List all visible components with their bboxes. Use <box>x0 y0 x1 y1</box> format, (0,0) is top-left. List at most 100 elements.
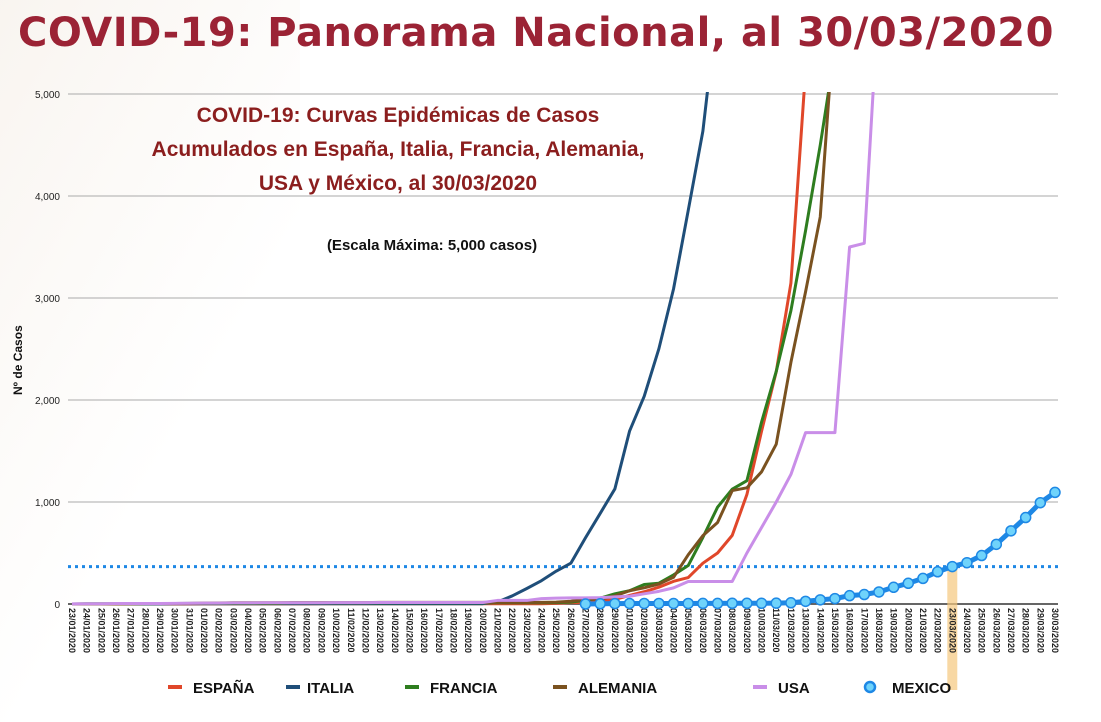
data-point-mexico <box>755 597 768 610</box>
x-tick-label: 24/03/2020 <box>962 608 972 653</box>
x-tick-label: 27/01/2020 <box>126 608 136 653</box>
data-point-mexico <box>843 589 856 602</box>
series-lines <box>71 92 1061 610</box>
x-tick-label: 23/02/2020 <box>522 608 532 653</box>
x-tick-label: 16/02/2020 <box>419 608 429 653</box>
data-point-mexico <box>931 566 944 578</box>
legend-label-usa: USA <box>778 680 810 697</box>
x-tick-label: 25/02/2020 <box>551 608 561 653</box>
x-tick-label: 15/02/2020 <box>404 608 414 653</box>
x-tick-label: 21/02/2020 <box>492 608 502 653</box>
series-line-francia <box>71 92 831 606</box>
x-tick-label: 02/03/2020 <box>639 608 649 653</box>
data-point-mexico <box>858 588 871 601</box>
x-tick-label: 03/03/2020 <box>654 608 664 653</box>
x-tick-label: 14/02/2020 <box>390 608 400 653</box>
x-tick-label: 31/01/2020 <box>184 608 194 653</box>
data-point-mexico <box>623 597 636 610</box>
x-tick-label: 17/02/2020 <box>434 608 444 653</box>
x-tick-label: 12/02/2020 <box>360 608 370 653</box>
data-point-mexico <box>1019 511 1032 524</box>
y-tick-label: 2,000 <box>35 396 60 407</box>
x-tick-label: 11/02/2020 <box>346 608 356 653</box>
x-tick-label: 19/03/2020 <box>889 608 899 653</box>
chart-title-line-1: COVID-19: Curvas Epidémicas de Casos <box>197 104 600 127</box>
data-point-mexico <box>682 597 694 610</box>
y-tick-label: 5,000 <box>35 90 60 101</box>
x-tick-label: 30/01/2020 <box>170 608 180 653</box>
x-tick-label: 04/02/2020 <box>243 608 253 653</box>
chart-title-line-2: Acumulados en España, Italia, Francia, A… <box>152 138 645 161</box>
data-point-mexico <box>902 577 915 590</box>
series-line-usa <box>71 92 875 606</box>
data-point-mexico <box>917 572 929 585</box>
x-tick-label: 26/01/2020 <box>111 608 121 653</box>
x-tick-label: 27/02/2020 <box>581 608 591 653</box>
x-tick-label: 17/03/2020 <box>859 608 869 653</box>
data-point-mexico <box>785 597 797 609</box>
x-tick-label: 15/03/2020 <box>830 608 840 653</box>
chart-subtitle: (Escala Máxima: 5,000 casos) <box>327 237 537 254</box>
x-tick-label: 03/02/2020 <box>228 608 238 653</box>
legend-label-francia: FRANCIA <box>430 680 498 697</box>
x-tick-label: 16/03/2020 <box>845 608 855 653</box>
x-tick-label: 21/03/2020 <box>918 608 928 653</box>
data-point-mexico <box>814 594 827 606</box>
x-tick-label: 04/03/2020 <box>669 608 679 653</box>
x-tick-label: 05/02/2020 <box>258 608 268 653</box>
x-tick-label: 20/02/2020 <box>478 608 488 653</box>
y-tick-label: 4,000 <box>35 192 60 203</box>
x-tick-label: 13/03/2020 <box>801 608 811 653</box>
x-tick-label: 09/03/2020 <box>742 608 752 653</box>
data-point-mexico <box>770 597 782 609</box>
data-point-mexico <box>1049 486 1061 499</box>
x-tick-label: 29/03/2020 <box>1035 608 1045 653</box>
data-point-mexico <box>653 597 665 610</box>
page-title: COVID-19: Panorama Nacional, al 30/03/20… <box>18 10 1054 56</box>
x-tick-label: 26/02/2020 <box>566 608 576 653</box>
x-tick-label: 07/02/2020 <box>287 608 297 653</box>
x-tick-label: 28/03/2020 <box>1021 608 1031 653</box>
series-line-alemania <box>72 92 831 606</box>
x-tick-label: 25/01/2020 <box>96 608 106 653</box>
x-tick-label: 10/03/2020 <box>757 608 767 653</box>
x-tick-label: 05/03/2020 <box>683 608 693 653</box>
x-tick-label: 01/02/2020 <box>199 608 209 653</box>
x-tick-label: 29/02/2020 <box>610 608 620 653</box>
data-point-mexico <box>697 597 709 610</box>
legend-label-mexico: MEXICO <box>892 680 952 697</box>
data-point-mexico <box>609 597 621 610</box>
data-point-mexico <box>990 538 1003 551</box>
y-axis-label: Nº de Casos <box>11 325 25 395</box>
legend: ESPAÑA ITALIA FRANCIA ALEMANIA USA MEXICO <box>168 679 952 697</box>
x-tick-label: 07/03/2020 <box>713 608 723 653</box>
x-tick-label: 01/03/2020 <box>625 608 635 653</box>
chart-title-line-3: USA y México, al 30/03/2020 <box>259 172 537 195</box>
highlight-date-bar <box>947 566 958 690</box>
data-point-mexico <box>887 581 900 594</box>
data-point-mexico <box>1034 496 1047 509</box>
legend-marker-mexico <box>863 680 877 694</box>
x-axis-ticks: 23/01/2020 24/01/2020 25/01/2020 26/01/2020… <box>67 608 1060 653</box>
x-tick-label: 24/02/2020 <box>536 608 546 653</box>
x-tick-label: 25/03/2020 <box>977 608 987 653</box>
x-tick-label: 02/02/2020 <box>214 608 224 653</box>
x-tick-label: 14/03/2020 <box>815 608 825 653</box>
x-tick-label: 12/03/2020 <box>786 608 796 653</box>
x-tick-label: 28/02/2020 <box>595 608 605 653</box>
x-tick-label: 30/03/2020 <box>1050 608 1060 653</box>
data-point-mexico <box>594 598 606 610</box>
data-point-mexico <box>638 597 650 610</box>
data-point-mexico <box>726 597 738 610</box>
legend-label-italia: ITALIA <box>307 680 354 697</box>
x-tick-label: 13/02/2020 <box>375 608 385 653</box>
x-tick-label: 19/02/2020 <box>463 608 473 653</box>
data-point-mexico <box>741 597 753 610</box>
data-point-mexico <box>579 598 592 610</box>
data-point-mexico <box>946 560 959 573</box>
x-tick-label: 23/01/2020 <box>67 608 77 653</box>
x-tick-label: 27/03/2020 <box>1006 608 1016 653</box>
x-tick-label: 28/01/2020 <box>140 608 150 653</box>
x-tick-label: 08/02/2020 <box>302 608 312 653</box>
